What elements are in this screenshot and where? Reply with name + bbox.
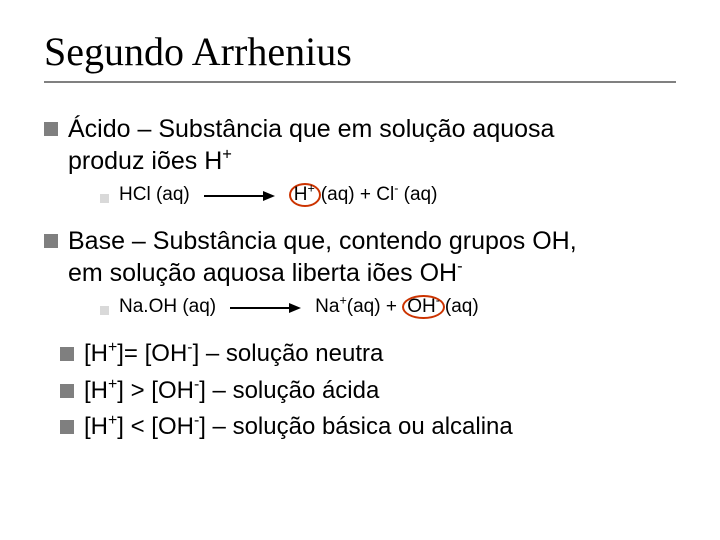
sub-bullet-icon: [100, 306, 109, 315]
base-text: Base – Substância que, contendo grupos O…: [68, 225, 577, 289]
acid-lhs: HCl (aq): [119, 184, 190, 206]
bullet-icon: [60, 347, 74, 361]
relation-acid: [H+] > [OH-] – solução ácida: [60, 376, 676, 407]
bullet-icon: [44, 122, 58, 136]
base-line2-sup: -: [457, 258, 463, 276]
circled-oh-minus: OH-: [402, 295, 445, 319]
acid-line1: Ácido – Substância que em solução aquosa: [68, 115, 554, 143]
base-rhs: Na+(aq) + OH-(aq): [315, 295, 479, 319]
relation-neutral: [H+]= [OH-] – solução neutra: [60, 339, 676, 370]
arrow-icon: [230, 297, 301, 319]
acid-line2a: produz iões H: [68, 147, 222, 175]
base-block: Base – Substância que, contendo grupos O…: [44, 225, 676, 319]
base-line2a: em solução aquosa liberta iões OH: [68, 259, 457, 287]
bullet-icon: [60, 420, 74, 434]
acid-rhs: H+(aq) + Cl- (aq): [289, 183, 438, 207]
base-lhs: Na.OH (aq): [119, 296, 216, 318]
title-underline: [44, 81, 676, 83]
acid-line2-sup: +: [222, 146, 232, 164]
acid-block: Ácido – Substância que em solução aquosa…: [44, 113, 676, 207]
slide-title: Segundo Arrhenius: [44, 28, 676, 75]
base-line1: Base – Substância que, contendo grupos O…: [68, 227, 577, 255]
circled-h-plus: H+: [289, 183, 321, 207]
base-reaction: Na.OH (aq) Na+(aq) + OH-(aq): [100, 295, 676, 319]
acid-text: Ácido – Substância que em solução aquosa…: [68, 113, 554, 177]
arrow-icon: [204, 185, 275, 207]
relation-basic: [H+] < [OH-] – solução básica ou alcalin…: [60, 412, 676, 443]
bullet-icon: [60, 384, 74, 398]
bullet-icon: [44, 234, 58, 248]
acid-reaction: HCl (aq) H+(aq) + Cl- (aq): [100, 183, 676, 207]
sub-bullet-icon: [100, 194, 109, 203]
relations-list: [H+]= [OH-] – solução neutra [H+] > [OH-…: [60, 339, 676, 443]
